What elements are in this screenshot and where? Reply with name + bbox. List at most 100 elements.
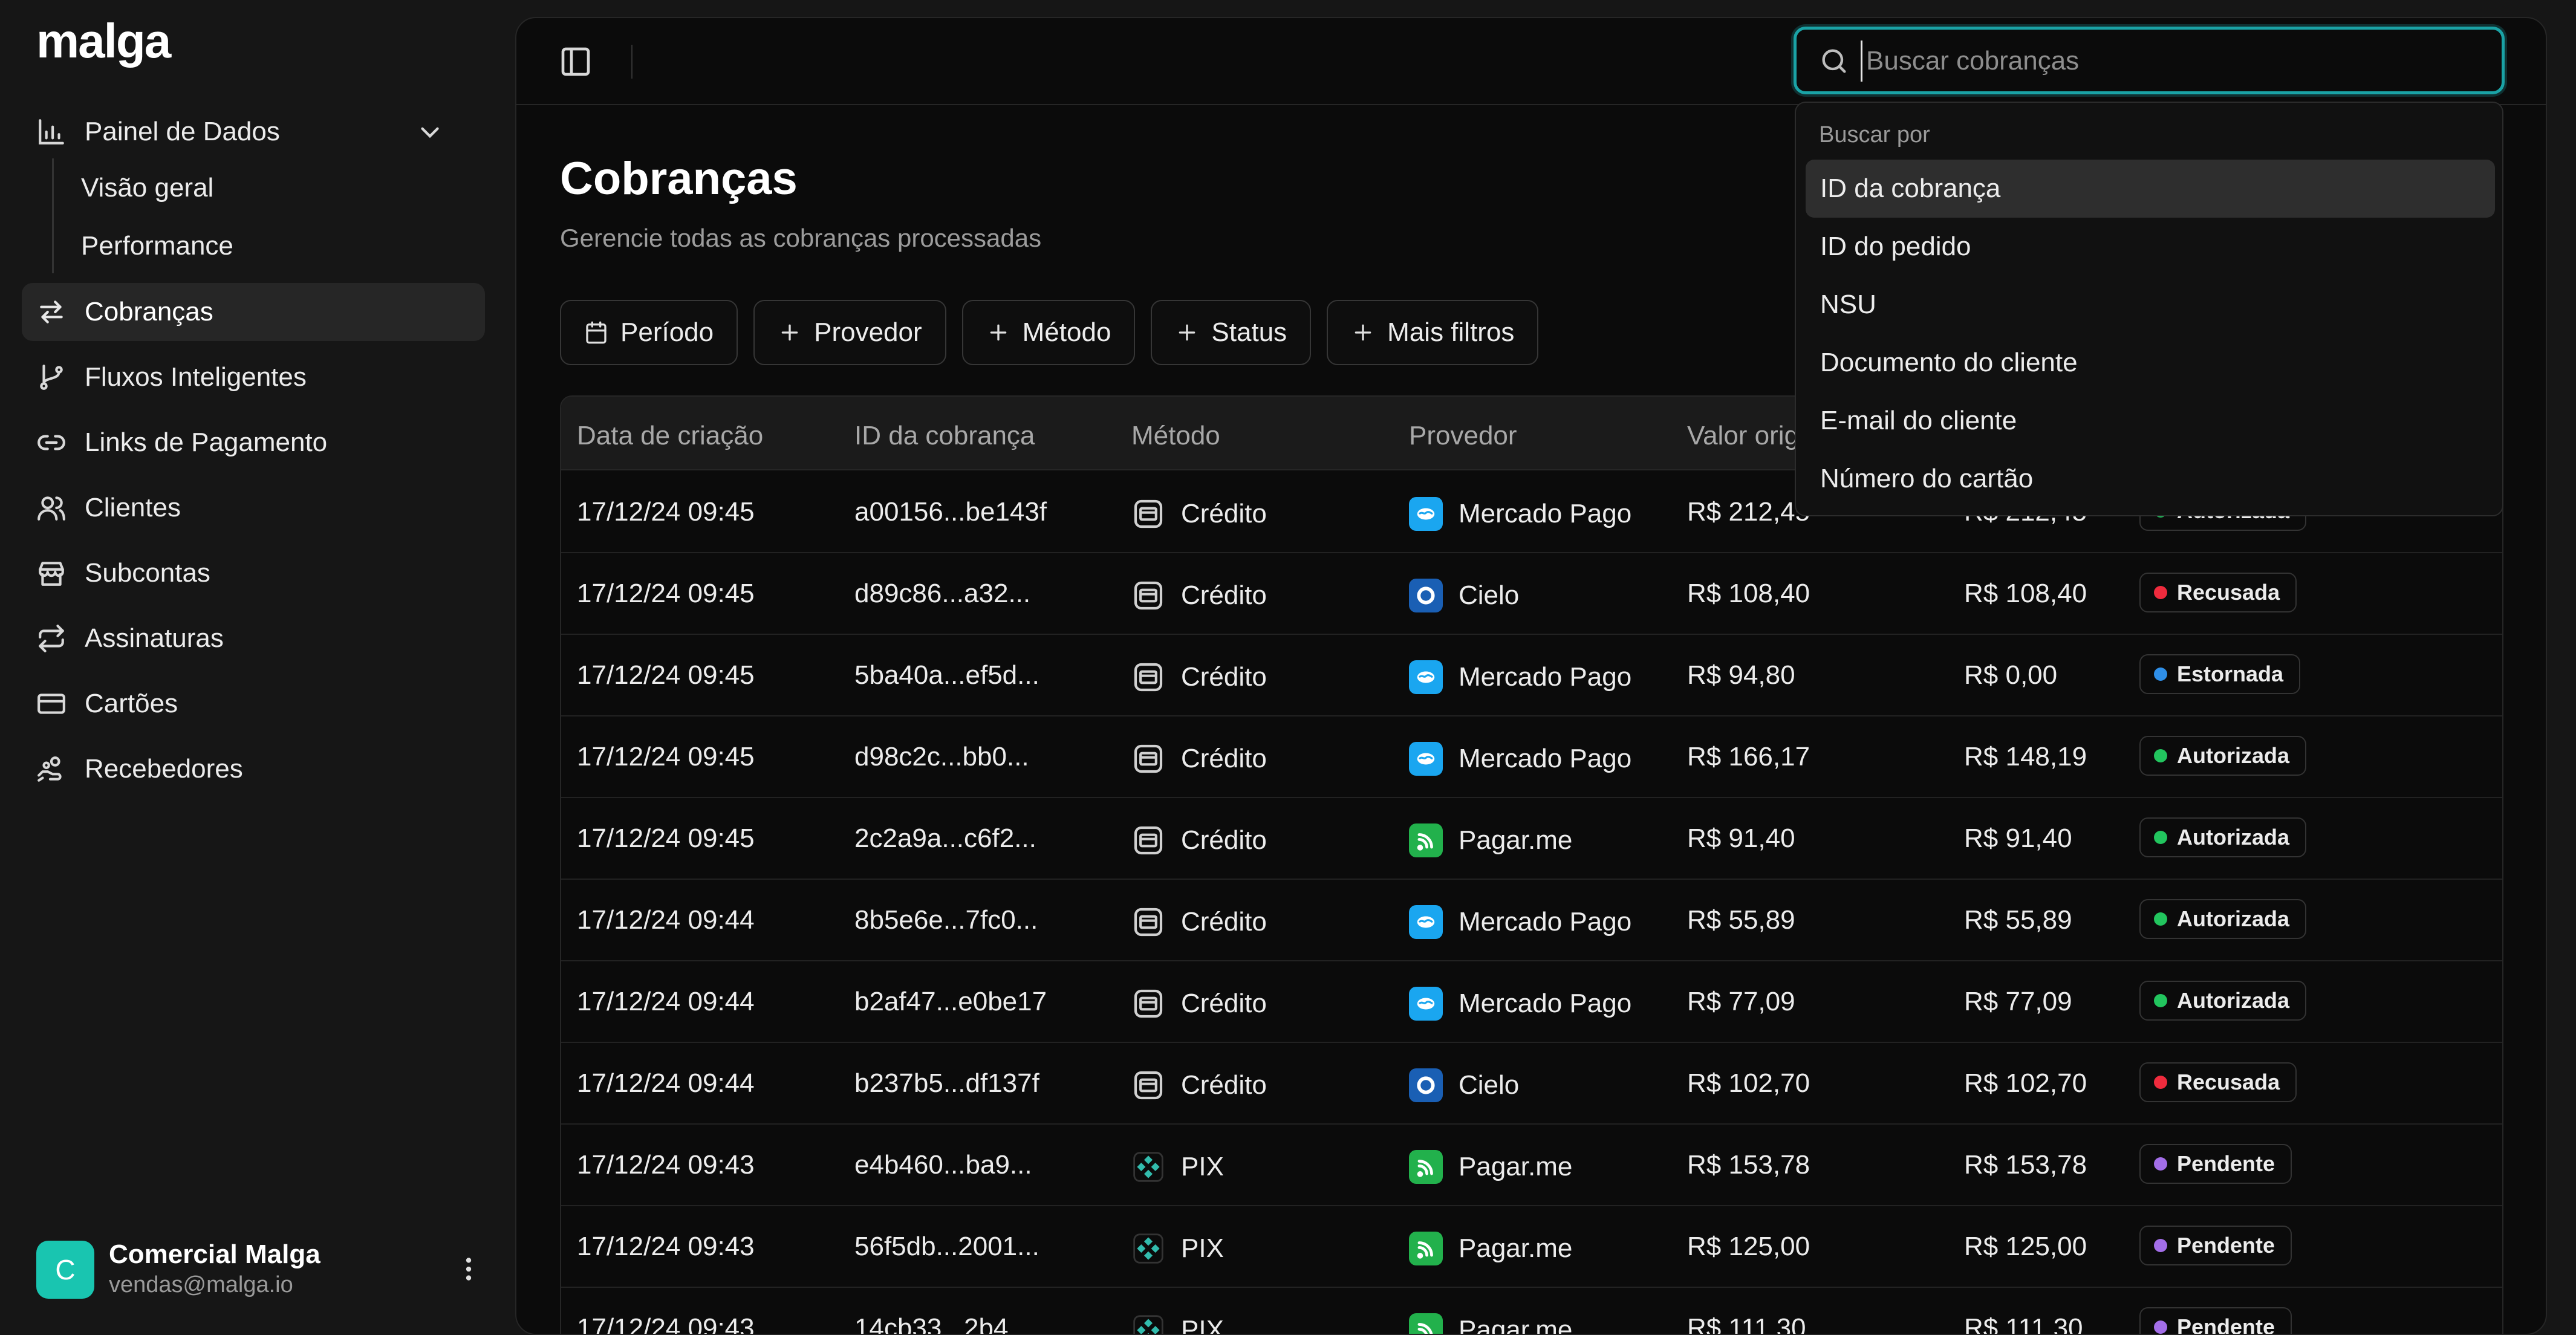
chevron-down-icon[interactable] <box>415 117 445 148</box>
cell-charge-id[interactable]: e4b460...ba9... <box>854 1150 1032 1180</box>
sidebar-item-links[interactable]: Links de Pagamento <box>22 414 485 472</box>
table-row[interactable]: 17/12/24 09:43 14cb33...2b4... PIX Pagar.me… <box>561 1288 2502 1335</box>
cell-method: PIX <box>1131 1232 1224 1265</box>
column-header-id[interactable]: ID da cobrança <box>854 421 1035 450</box>
filter-label: Status <box>1211 317 1287 347</box>
table-row[interactable]: 17/12/24 09:43 e4b460...ba9... PIX Pagar.me… <box>561 1125 2502 1206</box>
cell-method: Crédito <box>1131 742 1267 776</box>
sidebar-toggle-icon[interactable] <box>559 45 593 79</box>
table-row[interactable]: 17/12/24 09:45 d89c86...a32... Crédito Ciel… <box>561 553 2502 635</box>
search-option[interactable]: NSU <box>1820 290 1876 319</box>
sidebar-subitem-performance[interactable]: Performance <box>81 231 233 261</box>
cell-charge-id[interactable]: 8b5e6e...7fc0... <box>854 905 1038 935</box>
sidebar-item-label: Painel de Dados <box>85 117 280 146</box>
column-header-provedor[interactable]: Provedor <box>1409 421 1517 450</box>
cell-charge-id[interactable]: b237b5...df137f <box>854 1068 1039 1098</box>
account-menu[interactable]: C Comercial Malga vendas@malga.io <box>36 1233 484 1306</box>
status-label: Autorizada <box>2177 906 2290 931</box>
provider-label: Cielo <box>1459 580 1520 610</box>
dropdown-header: Buscar por <box>1819 122 1930 148</box>
cell-date: 17/12/24 09:43 <box>577 1232 755 1261</box>
status-label: Autorizada <box>2177 743 2290 768</box>
search-icon <box>1822 49 1846 73</box>
sidebar-item-label: Cobranças <box>85 297 213 326</box>
filter-mais-filtros-button[interactable]: Mais filtros <box>1327 300 1539 365</box>
cell-method: PIX <box>1131 1150 1224 1184</box>
sidebar-item-assinaturas[interactable]: Assinaturas <box>22 609 485 668</box>
cell-original-amount: R$ 212,45 <box>1687 497 1810 527</box>
provider-label: Mercado Pago <box>1459 744 1632 773</box>
sidebar-item-cobrancas[interactable]: Cobranças <box>22 283 485 341</box>
status-dot <box>2154 1239 2167 1252</box>
cell-net-amount: R$ 111,30 <box>1964 1313 2083 1335</box>
status-label: Pendente <box>2177 1151 2275 1176</box>
provider-label: Pagar.me <box>1459 1315 1573 1335</box>
table-row[interactable]: 17/12/24 09:45 5ba40a...ef5d... Crédito Mer… <box>561 635 2502 716</box>
charges-table: Data de criação ID da cobrança Método Pr… <box>560 395 2503 1335</box>
cell-original-amount: R$ 94,80 <box>1687 660 1795 690</box>
search-option[interactable]: Número do cartão <box>1820 464 2034 493</box>
sidebar-item-fluxos[interactable]: Fluxos Inteligentes <box>22 348 485 406</box>
table-row[interactable]: 17/12/24 09:44 b237b5...df137f Crédito Ciel… <box>561 1043 2502 1125</box>
cell-charge-id[interactable]: 5ba40a...ef5d... <box>854 660 1039 690</box>
sidebar-item-cartoes[interactable]: Cartões <box>22 675 485 733</box>
table-row[interactable]: 17/12/24 09:43 56f5db...2001... PIX Pagar.m… <box>561 1206 2502 1288</box>
search-option[interactable]: E-mail do cliente <box>1820 406 2017 435</box>
account-email: vendas@malga.io <box>109 1272 293 1298</box>
table-row[interactable]: 17/12/24 09:44 b2af47...e0be17 Crédito Merc… <box>561 961 2502 1043</box>
cell-charge-id[interactable]: 2c2a9a...c6f2... <box>854 823 1036 853</box>
table-row[interactable]: 17/12/24 09:44 8b5e6e...7fc0... Crédito Mer… <box>561 880 2502 961</box>
search-input[interactable] <box>1861 41 2490 82</box>
main-panel: Cobranças Gerencie todas as cobranças pr… <box>515 17 2547 1335</box>
cell-provider: Cielo <box>1409 1068 1519 1102</box>
table-row[interactable]: 17/12/24 09:45 2c2a9a...c6f2... Crédito Pag… <box>561 798 2502 880</box>
method-label: PIX <box>1181 1315 1224 1335</box>
credit-card-icon <box>1134 663 1163 692</box>
status-dot <box>2154 831 2167 844</box>
users-icon <box>37 496 65 521</box>
cell-charge-id[interactable]: d98c2c...bb0... <box>854 742 1029 771</box>
sidebar-item-clientes[interactable]: Clientes <box>22 479 485 537</box>
cell-charge-id[interactable]: a00156...be143f <box>854 497 1047 527</box>
status-badge: Autorizada <box>2139 899 2307 939</box>
method-label: PIX <box>1181 1233 1224 1263</box>
cell-date: 17/12/24 09:43 <box>577 1150 755 1180</box>
cell-provider: Mercado Pago <box>1409 497 1631 531</box>
column-header-valor-original[interactable]: Valor orig <box>1687 421 1800 450</box>
cell-date: 17/12/24 09:43 <box>577 1313 755 1335</box>
sidebar-item-painel-de-dados[interactable]: Painel de Dados <box>22 103 485 161</box>
pix-icon <box>1133 1152 1163 1182</box>
submenu-line <box>52 158 54 273</box>
sidebar-subitem-visao-geral[interactable]: Visão geral <box>81 173 214 203</box>
topbar <box>516 18 2546 105</box>
credit-card-icon <box>1134 581 1163 610</box>
cell-charge-id[interactable]: d89c86...a32... <box>854 579 1031 608</box>
sidebar-item-recebedores[interactable]: Recebedores <box>22 740 485 798</box>
column-header-data[interactable]: Data de criação <box>577 421 764 450</box>
status-badge: Autorizada <box>2139 981 2307 1021</box>
cell-charge-id[interactable]: 56f5db...2001... <box>854 1232 1039 1261</box>
provider-logo-icon <box>1409 579 1443 612</box>
hand-coins-icon <box>37 756 62 782</box>
sidebar-item-subcontas[interactable]: Subcontas <box>22 544 485 602</box>
sidebar-item-label: Assinaturas <box>85 623 224 653</box>
filter-metodo-button[interactable]: Método <box>961 300 1136 365</box>
cell-charge-id[interactable]: b2af47...e0be17 <box>854 987 1047 1016</box>
search-option[interactable]: ID da cobrança <box>1806 160 2495 218</box>
more-vertical-icon[interactable] <box>454 1254 484 1284</box>
cell-charge-id[interactable]: 14cb33...2b4... <box>854 1313 1031 1335</box>
cell-provider: Pagar.me <box>1409 1232 1572 1265</box>
plus-icon <box>781 324 798 341</box>
search-box[interactable] <box>1794 27 2505 94</box>
search-option[interactable]: Documento do cliente <box>1820 348 2078 377</box>
provider-label: Cielo <box>1459 1070 1520 1100</box>
table-row[interactable]: 17/12/24 09:45 d98c2c...bb0... Crédito Merc… <box>561 716 2502 798</box>
method-label: Crédito <box>1181 744 1267 773</box>
search-option[interactable]: ID do pedido <box>1820 232 1971 261</box>
filter-provedor-button[interactable]: Provedor <box>753 300 946 365</box>
filter-status-button[interactable]: Status <box>1151 300 1312 365</box>
column-header-metodo[interactable]: Método <box>1131 421 1220 450</box>
cell-original-amount: R$ 111,30 <box>1687 1313 1806 1335</box>
filter-periodo-button[interactable]: Período <box>560 300 738 365</box>
cell-provider: Pagar.me <box>1409 823 1572 857</box>
